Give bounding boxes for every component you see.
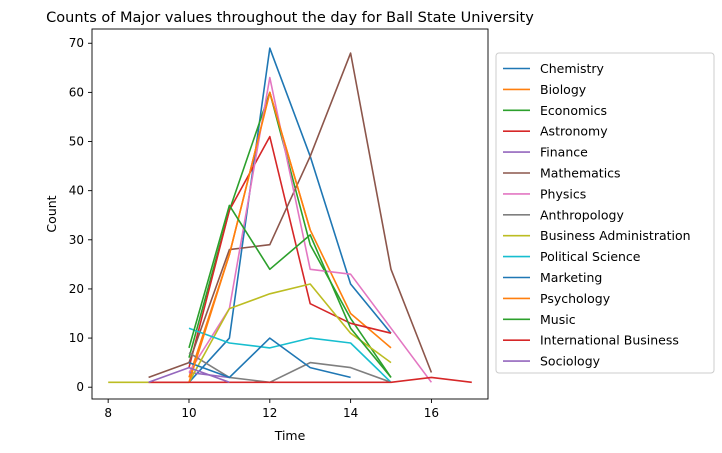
series-line-11 — [188, 91, 311, 383]
x-tick-label-0: 8 — [104, 406, 112, 420]
y-tick-label-6: 60 — [69, 85, 84, 99]
series-line-1 — [188, 91, 392, 378]
legend-label-11: Psychology — [540, 291, 611, 306]
legend-label-1: Biology — [540, 82, 587, 97]
legend-label-9: Political Science — [540, 249, 641, 264]
legend-frame — [495, 52, 715, 374]
y-tick-label-7: 70 — [69, 36, 84, 50]
x-tick-label-4: 16 — [424, 406, 439, 420]
legend-label-3: Astronomy — [540, 124, 608, 139]
series-line-9 — [188, 327, 392, 383]
legend-label-0: Chemistry — [540, 61, 605, 76]
x-axis-label: Time — [274, 428, 306, 443]
y-tick-label-4: 40 — [69, 184, 84, 198]
legend-label-2: Economics — [540, 103, 607, 118]
x-tick-label-1: 10 — [181, 406, 196, 420]
legend-label-5: Mathematics — [540, 166, 621, 181]
series-line-0 — [188, 47, 392, 383]
x-tick-label-3: 14 — [343, 406, 358, 420]
y-tick-label-0: 0 — [76, 380, 84, 394]
chart-title: Counts of Major values throughout the da… — [46, 10, 534, 26]
series-line-12 — [188, 204, 392, 378]
series-line-5 — [148, 52, 433, 379]
y-tick-label-2: 20 — [69, 282, 84, 296]
legend-label-13: International Business — [540, 333, 679, 348]
y-tick-label-5: 50 — [69, 135, 84, 149]
y-axis: 0 10 20 30 40 50 60 70 — [69, 36, 92, 394]
legend-label-10: Marketing — [540, 270, 602, 285]
series-line-10 — [188, 337, 351, 379]
legend-label-6: Physics — [540, 186, 586, 201]
plot-frame — [91, 28, 489, 400]
legend-label-7: Anthropology — [540, 207, 624, 222]
series-line-14 — [148, 366, 230, 384]
legend-label-12: Music — [540, 312, 576, 327]
x-axis: 8 10 12 14 16 — [104, 399, 439, 420]
legend-label-4: Finance — [540, 145, 588, 160]
legend-label-8: Business Administration — [540, 228, 691, 243]
legend-label-14: Sociology — [540, 354, 601, 369]
y-tick-label-1: 10 — [69, 331, 84, 345]
x-tick-label-2: 12 — [262, 406, 277, 420]
series-line-7 — [188, 352, 392, 384]
y-axis-label: Count — [44, 195, 59, 232]
series-line-2 — [188, 91, 392, 378]
series-line-13 — [148, 376, 472, 384]
legend: Chemistry Biology Economics Astronomy Financ… — [495, 52, 715, 374]
series-line-3 — [188, 135, 392, 368]
plot-lines — [108, 47, 472, 384]
y-tick-label-3: 30 — [69, 233, 84, 247]
